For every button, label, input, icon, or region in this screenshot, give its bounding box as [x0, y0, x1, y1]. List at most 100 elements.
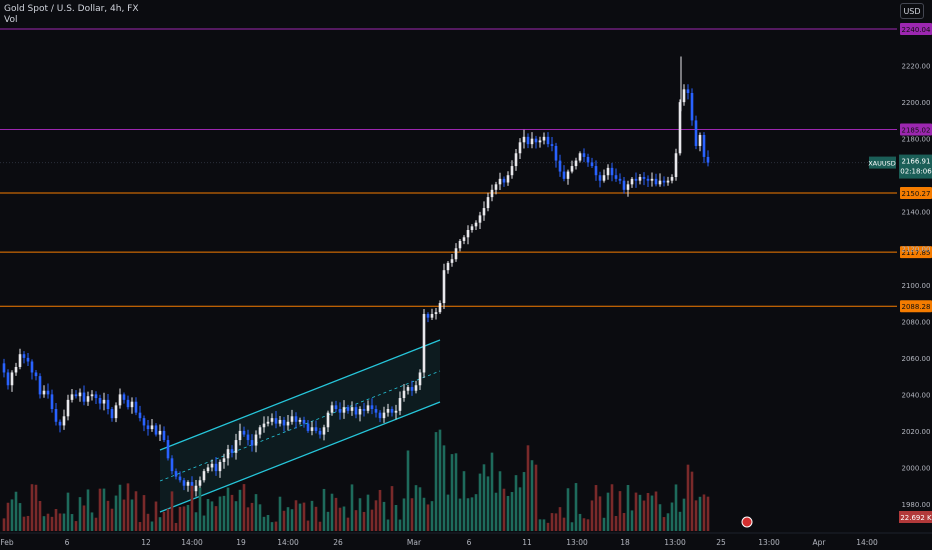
volume-bar — [82, 505, 86, 531]
volume-bar — [246, 507, 250, 531]
volume-bar — [702, 494, 706, 531]
candle-body — [466, 229, 470, 238]
volume-bar — [222, 495, 226, 531]
channel-upper-line[interactable] — [159, 339, 441, 451]
volume-bar — [198, 487, 202, 531]
volume-bar — [54, 508, 58, 531]
candle-body — [102, 399, 106, 404]
volume-bar — [110, 508, 114, 531]
volume-bar — [102, 488, 106, 531]
candle-body — [630, 178, 634, 185]
candle-body — [678, 102, 682, 154]
candle-body — [426, 314, 430, 318]
time-tick-label: 14:00 — [856, 538, 878, 547]
price-tick-label: 2120.00 — [902, 245, 931, 253]
volume-bar — [374, 500, 378, 531]
candle-body — [538, 140, 542, 143]
volume-bar — [182, 506, 186, 531]
volume-bar — [66, 492, 70, 531]
candle-body — [650, 178, 654, 181]
volume-bar — [618, 491, 622, 531]
volume-bar — [466, 498, 470, 531]
volume-bar — [2, 518, 6, 531]
price-axis-bg — [897, 0, 932, 550]
channel-lower-line[interactable] — [159, 401, 441, 513]
candle-body — [550, 144, 554, 146]
currency-button[interactable]: USD — [900, 3, 924, 19]
time-tick-label: 12 — [141, 538, 151, 547]
candle-body — [50, 394, 54, 410]
volume-bar — [318, 521, 322, 531]
countdown-label: 02:18:06 — [900, 168, 932, 176]
price-tick-label: 2100.00 — [902, 282, 931, 290]
volume-bar — [130, 499, 134, 531]
volume-bar — [206, 498, 210, 531]
candle-body — [562, 171, 566, 179]
volume-bar — [262, 516, 266, 531]
time-tick-label: 13:00 — [566, 538, 588, 547]
volume-bar — [302, 502, 306, 531]
level-price-label: 2185.02 — [902, 126, 931, 134]
candle-body — [254, 434, 258, 446]
volume-bar — [450, 454, 454, 531]
candle-body — [690, 92, 694, 121]
candle-body — [66, 399, 70, 417]
volume-bar — [114, 495, 118, 531]
volume-bar — [630, 510, 634, 531]
symbol-tag — [869, 156, 896, 169]
candle-body — [498, 178, 502, 185]
candle-body — [382, 412, 386, 419]
volume-bar — [234, 501, 238, 531]
candle-body — [386, 409, 390, 413]
candle-body — [654, 178, 658, 185]
candle-body — [522, 136, 526, 143]
candle-body — [34, 372, 38, 377]
volume-bar — [294, 500, 298, 531]
candle-body — [210, 463, 214, 468]
candle-body — [54, 409, 58, 422]
volume-bar — [498, 471, 502, 531]
price-tick-label: 2200.00 — [902, 99, 931, 107]
candle-body — [354, 407, 358, 415]
level-price-tag — [900, 300, 932, 313]
volume-bar — [42, 516, 46, 531]
economic-event-icon[interactable] — [741, 516, 753, 528]
candle-body — [298, 419, 302, 422]
volume-bar — [286, 507, 290, 531]
volume-bar — [390, 486, 394, 531]
volume-bar — [194, 512, 198, 531]
candle-body — [502, 178, 506, 183]
volume-bar — [330, 493, 334, 531]
candle-body — [474, 222, 478, 227]
volume-bar — [90, 512, 94, 531]
volume-bar — [458, 498, 462, 531]
volume-bar — [70, 514, 74, 531]
candle-body — [286, 421, 290, 426]
volume-bar — [386, 519, 390, 531]
volume-bar — [154, 501, 158, 531]
candle-body — [666, 180, 670, 183]
candle-body — [394, 410, 398, 413]
volume-bar — [554, 513, 558, 531]
volume-bar — [62, 513, 66, 531]
time-tick-label: Apr — [813, 538, 827, 547]
volume-bar — [138, 522, 142, 531]
time-tick-label: 14:00 — [277, 538, 299, 547]
candle-body — [250, 440, 254, 446]
volume-bar — [674, 484, 678, 531]
volume-bar — [430, 501, 434, 531]
candle-body — [518, 142, 522, 154]
volume-bar — [506, 495, 510, 531]
volume-bar — [426, 504, 430, 531]
volume-bar — [494, 492, 498, 531]
volume-bar — [502, 488, 506, 531]
candle-body — [566, 171, 570, 179]
candle-body — [294, 416, 298, 422]
candle-body — [194, 485, 198, 492]
level-price-tag — [900, 246, 932, 259]
volume-bar — [10, 499, 14, 531]
candle-body — [38, 376, 42, 395]
volume-bar — [478, 473, 482, 531]
volume-bar — [210, 501, 214, 531]
